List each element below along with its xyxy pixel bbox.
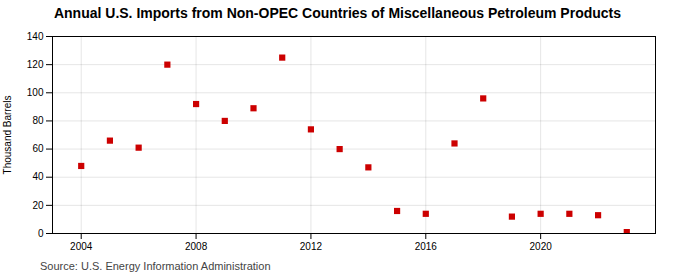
html-text:Source: U.S. Energy Informatio: Source: U.S. Energy Information Administ…: [40, 260, 271, 272]
html-text:Annual U.S. Imports from Non-O: Annual U.S. Imports from Non-OPEC Countr…: [54, 5, 621, 21]
svg-text:20: 20: [32, 200, 44, 211]
svg-text:2016: 2016: [415, 241, 438, 252]
svg-text:120: 120: [27, 59, 44, 70]
svg-text:2012: 2012: [300, 241, 323, 252]
svg-text:40: 40: [32, 171, 44, 182]
svg-text:0: 0: [38, 228, 44, 239]
svg-text:2020: 2020: [530, 241, 553, 252]
svg-text:60: 60: [32, 143, 44, 154]
svg-text:100: 100: [27, 87, 44, 98]
svg-text:2004: 2004: [70, 241, 93, 252]
svg-text:2008: 2008: [185, 241, 208, 252]
svg-text:Thousand Barrels: Thousand Barrels: [2, 96, 13, 175]
svg-text:140: 140: [27, 31, 44, 42]
svg-text:80: 80: [32, 115, 44, 126]
